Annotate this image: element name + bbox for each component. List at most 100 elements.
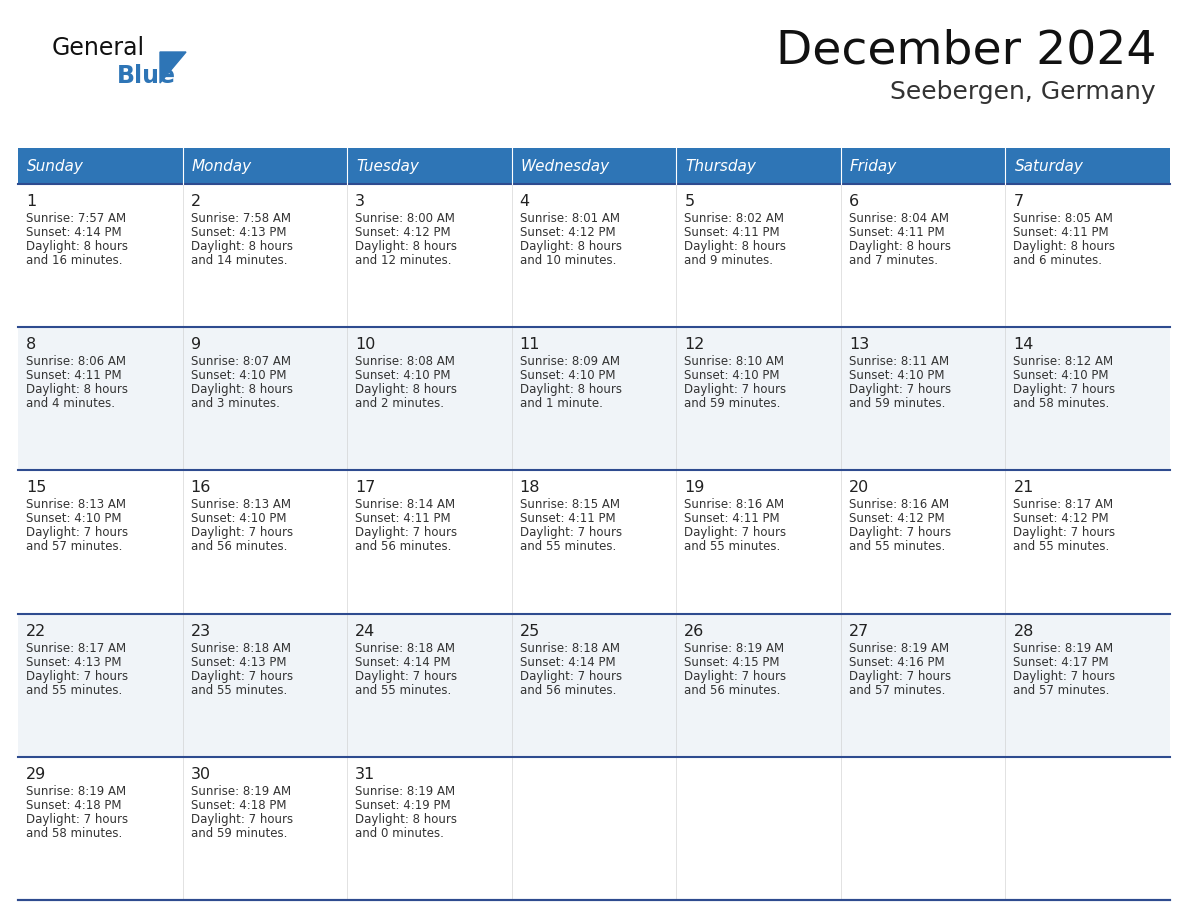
Text: Daylight: 7 hours: Daylight: 7 hours bbox=[684, 669, 786, 683]
Text: Sunset: 4:14 PM: Sunset: 4:14 PM bbox=[26, 226, 121, 239]
Text: Sunset: 4:13 PM: Sunset: 4:13 PM bbox=[190, 226, 286, 239]
Text: General: General bbox=[52, 36, 145, 60]
Bar bbox=[841, 148, 1005, 184]
Text: Daylight: 7 hours: Daylight: 7 hours bbox=[849, 669, 950, 683]
Text: and 55 minutes.: and 55 minutes. bbox=[684, 541, 781, 554]
Text: and 55 minutes.: and 55 minutes. bbox=[26, 684, 122, 697]
Text: Sunrise: 8:09 AM: Sunrise: 8:09 AM bbox=[519, 355, 620, 368]
Text: 29: 29 bbox=[26, 767, 46, 782]
Text: and 6 minutes.: and 6 minutes. bbox=[1013, 254, 1102, 267]
Text: Tuesday: Tuesday bbox=[356, 159, 419, 174]
Text: 14: 14 bbox=[1013, 337, 1034, 353]
Text: 6: 6 bbox=[849, 194, 859, 209]
Text: Daylight: 7 hours: Daylight: 7 hours bbox=[26, 526, 128, 540]
Text: Sunrise: 8:07 AM: Sunrise: 8:07 AM bbox=[190, 355, 291, 368]
Text: Sunset: 4:17 PM: Sunset: 4:17 PM bbox=[1013, 655, 1110, 668]
Text: and 55 minutes.: and 55 minutes. bbox=[519, 541, 615, 554]
Text: and 55 minutes.: and 55 minutes. bbox=[190, 684, 286, 697]
Text: and 59 minutes.: and 59 minutes. bbox=[684, 397, 781, 410]
Text: Sunrise: 8:01 AM: Sunrise: 8:01 AM bbox=[519, 212, 620, 225]
Text: Daylight: 7 hours: Daylight: 7 hours bbox=[26, 812, 128, 826]
Text: and 57 minutes.: and 57 minutes. bbox=[1013, 684, 1110, 697]
Text: Daylight: 8 hours: Daylight: 8 hours bbox=[1013, 240, 1116, 253]
Text: 22: 22 bbox=[26, 623, 46, 639]
Text: Daylight: 8 hours: Daylight: 8 hours bbox=[519, 383, 621, 397]
Text: 18: 18 bbox=[519, 480, 541, 496]
Text: Sunday: Sunday bbox=[27, 159, 84, 174]
Text: Sunrise: 7:57 AM: Sunrise: 7:57 AM bbox=[26, 212, 126, 225]
Text: 20: 20 bbox=[849, 480, 870, 496]
Text: Daylight: 8 hours: Daylight: 8 hours bbox=[26, 383, 128, 397]
Text: and 55 minutes.: and 55 minutes. bbox=[849, 541, 946, 554]
Text: December 2024: December 2024 bbox=[776, 28, 1156, 73]
Text: Sunset: 4:14 PM: Sunset: 4:14 PM bbox=[355, 655, 450, 668]
Text: Sunset: 4:11 PM: Sunset: 4:11 PM bbox=[355, 512, 450, 525]
Text: and 4 minutes.: and 4 minutes. bbox=[26, 397, 115, 410]
Text: and 12 minutes.: and 12 minutes. bbox=[355, 254, 451, 267]
Bar bbox=[18, 756, 1170, 900]
Text: Sunset: 4:18 PM: Sunset: 4:18 PM bbox=[26, 799, 121, 812]
Text: 24: 24 bbox=[355, 623, 375, 639]
Text: Sunrise: 8:17 AM: Sunrise: 8:17 AM bbox=[26, 642, 126, 655]
Text: and 7 minutes.: and 7 minutes. bbox=[849, 254, 937, 267]
Bar bbox=[676, 148, 841, 184]
Text: 25: 25 bbox=[519, 623, 541, 639]
Text: Sunset: 4:12 PM: Sunset: 4:12 PM bbox=[519, 226, 615, 239]
Text: 5: 5 bbox=[684, 194, 695, 209]
Text: Sunrise: 8:19 AM: Sunrise: 8:19 AM bbox=[355, 785, 455, 798]
Text: Daylight: 8 hours: Daylight: 8 hours bbox=[190, 383, 292, 397]
Text: Seebergen, Germany: Seebergen, Germany bbox=[890, 80, 1156, 104]
Text: Sunset: 4:11 PM: Sunset: 4:11 PM bbox=[1013, 226, 1110, 239]
Text: Sunrise: 8:15 AM: Sunrise: 8:15 AM bbox=[519, 498, 620, 511]
Text: Sunrise: 8:18 AM: Sunrise: 8:18 AM bbox=[519, 642, 620, 655]
Bar bbox=[18, 184, 1170, 327]
Text: Daylight: 8 hours: Daylight: 8 hours bbox=[26, 240, 128, 253]
Text: Daylight: 8 hours: Daylight: 8 hours bbox=[355, 812, 457, 826]
Text: Sunrise: 8:19 AM: Sunrise: 8:19 AM bbox=[849, 642, 949, 655]
Text: Sunrise: 8:10 AM: Sunrise: 8:10 AM bbox=[684, 355, 784, 368]
Text: 13: 13 bbox=[849, 337, 870, 353]
Text: Sunrise: 8:05 AM: Sunrise: 8:05 AM bbox=[1013, 212, 1113, 225]
Text: Monday: Monday bbox=[191, 159, 252, 174]
Text: Sunrise: 8:04 AM: Sunrise: 8:04 AM bbox=[849, 212, 949, 225]
Text: and 1 minute.: and 1 minute. bbox=[519, 397, 602, 410]
Text: Sunset: 4:13 PM: Sunset: 4:13 PM bbox=[190, 655, 286, 668]
Text: and 0 minutes.: and 0 minutes. bbox=[355, 827, 444, 840]
Text: Daylight: 8 hours: Daylight: 8 hours bbox=[355, 383, 457, 397]
Text: Daylight: 7 hours: Daylight: 7 hours bbox=[519, 526, 621, 540]
Text: Sunrise: 8:19 AM: Sunrise: 8:19 AM bbox=[190, 785, 291, 798]
Text: Daylight: 7 hours: Daylight: 7 hours bbox=[849, 526, 950, 540]
Text: 8: 8 bbox=[26, 337, 37, 353]
Text: Sunset: 4:14 PM: Sunset: 4:14 PM bbox=[519, 655, 615, 668]
Text: and 56 minutes.: and 56 minutes. bbox=[355, 541, 451, 554]
Text: 19: 19 bbox=[684, 480, 704, 496]
Text: Sunrise: 7:58 AM: Sunrise: 7:58 AM bbox=[190, 212, 291, 225]
Text: Daylight: 8 hours: Daylight: 8 hours bbox=[684, 240, 786, 253]
Text: Daylight: 7 hours: Daylight: 7 hours bbox=[1013, 383, 1116, 397]
Text: 27: 27 bbox=[849, 623, 870, 639]
Text: 1: 1 bbox=[26, 194, 37, 209]
Text: and 3 minutes.: and 3 minutes. bbox=[190, 397, 279, 410]
Text: Blue: Blue bbox=[116, 64, 176, 88]
Text: 10: 10 bbox=[355, 337, 375, 353]
Text: Sunset: 4:12 PM: Sunset: 4:12 PM bbox=[849, 512, 944, 525]
Text: Sunrise: 8:08 AM: Sunrise: 8:08 AM bbox=[355, 355, 455, 368]
Bar bbox=[18, 148, 183, 184]
Text: Sunrise: 8:11 AM: Sunrise: 8:11 AM bbox=[849, 355, 949, 368]
Text: and 57 minutes.: and 57 minutes. bbox=[26, 541, 122, 554]
Text: Sunset: 4:11 PM: Sunset: 4:11 PM bbox=[26, 369, 121, 382]
Text: 3: 3 bbox=[355, 194, 365, 209]
Text: Sunrise: 8:13 AM: Sunrise: 8:13 AM bbox=[26, 498, 126, 511]
Bar bbox=[1005, 148, 1170, 184]
Polygon shape bbox=[160, 52, 187, 83]
Text: 26: 26 bbox=[684, 623, 704, 639]
Text: Daylight: 7 hours: Daylight: 7 hours bbox=[519, 669, 621, 683]
Text: Sunset: 4:18 PM: Sunset: 4:18 PM bbox=[190, 799, 286, 812]
Text: Wednesday: Wednesday bbox=[520, 159, 609, 174]
Text: and 56 minutes.: and 56 minutes. bbox=[684, 684, 781, 697]
Text: Sunset: 4:10 PM: Sunset: 4:10 PM bbox=[26, 512, 121, 525]
Text: 15: 15 bbox=[26, 480, 46, 496]
Text: Sunrise: 8:16 AM: Sunrise: 8:16 AM bbox=[849, 498, 949, 511]
Bar bbox=[183, 148, 347, 184]
Text: and 2 minutes.: and 2 minutes. bbox=[355, 397, 444, 410]
